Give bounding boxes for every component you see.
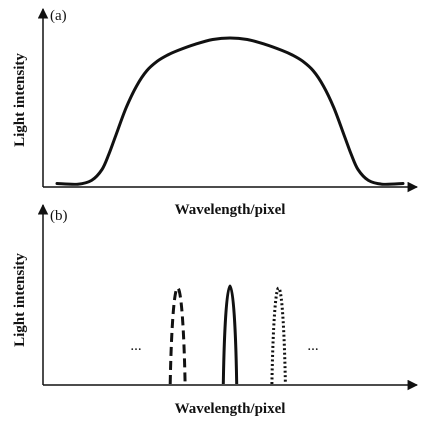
panel-a-ylabel: Light intensity	[12, 53, 28, 147]
panel-a: (a) Light intensity Wavelength/pixel	[12, 7, 419, 218]
panel-b-ellipsis-left: ...	[130, 338, 141, 354]
panel-b-ellipsis-right: ...	[307, 338, 318, 354]
panel-a-xlabel: Wavelength/pixel	[175, 202, 286, 218]
panel-b: (b) Light intensity Wavelength/pixel ...…	[12, 203, 419, 417]
panel-b-label: (b)	[50, 208, 68, 224]
panel-b-xlabel: Wavelength/pixel	[175, 401, 286, 417]
panel-a-series-line	[55, 36, 405, 186]
panel-b-peak-solid	[221, 284, 239, 385]
panel-a-label: (a)	[50, 8, 67, 24]
panel-b-ylabel: Light intensity	[12, 253, 28, 347]
panel-b-peak-dashed	[168, 286, 187, 385]
panel-b-peak-dotted	[270, 286, 287, 385]
